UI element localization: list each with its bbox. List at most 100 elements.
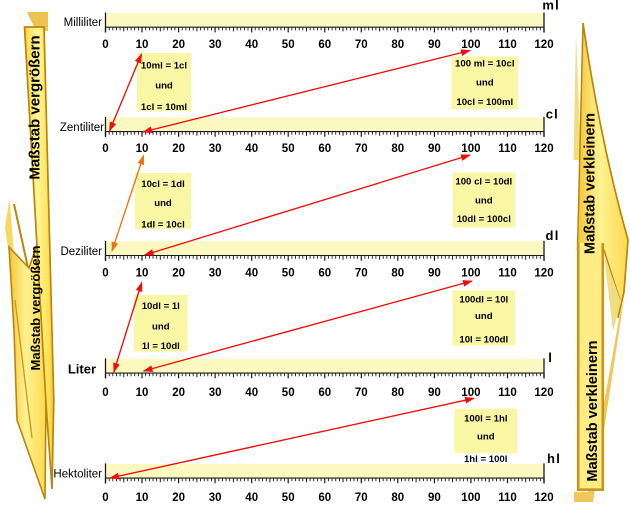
svg-text:und: und bbox=[475, 311, 493, 322]
svg-text:80: 80 bbox=[391, 268, 404, 280]
svg-text:10: 10 bbox=[136, 268, 149, 280]
svg-text:80: 80 bbox=[391, 39, 404, 51]
svg-text:1dl = 10cl: 1dl = 10cl bbox=[141, 220, 184, 231]
svg-text:120: 120 bbox=[534, 268, 553, 280]
svg-text:50: 50 bbox=[282, 268, 295, 280]
svg-text:70: 70 bbox=[355, 387, 368, 399]
svg-text:70: 70 bbox=[355, 143, 368, 155]
svg-text:und: und bbox=[476, 77, 494, 88]
svg-text:20: 20 bbox=[172, 143, 185, 155]
svg-text:10: 10 bbox=[136, 387, 149, 399]
svg-text:60: 60 bbox=[318, 143, 331, 155]
svg-text:30: 30 bbox=[209, 143, 222, 155]
svg-text:40: 40 bbox=[245, 143, 258, 155]
svg-text:120: 120 bbox=[534, 387, 553, 399]
svg-text:110: 110 bbox=[498, 268, 517, 280]
svg-text:1cl = 10ml: 1cl = 10ml bbox=[141, 102, 187, 113]
svg-text:0: 0 bbox=[102, 492, 108, 504]
svg-text:Zentiliter: Zentiliter bbox=[60, 122, 104, 134]
svg-text:60: 60 bbox=[318, 387, 331, 399]
svg-text:80: 80 bbox=[391, 143, 404, 155]
svg-text:90: 90 bbox=[428, 143, 441, 155]
svg-text:1hl = 100l: 1hl = 100l bbox=[464, 454, 507, 465]
svg-text:Maßstab vergrößern: Maßstab vergrößern bbox=[27, 35, 44, 179]
svg-text:40: 40 bbox=[245, 39, 258, 51]
svg-text:30: 30 bbox=[209, 492, 222, 504]
svg-text:30: 30 bbox=[209, 268, 222, 280]
svg-text:90: 90 bbox=[428, 39, 441, 51]
svg-text:90: 90 bbox=[428, 492, 441, 504]
svg-text:90: 90 bbox=[428, 268, 441, 280]
svg-text:Maßstab verkleinern: Maßstab verkleinern bbox=[583, 113, 599, 254]
svg-text:120: 120 bbox=[534, 143, 553, 155]
svg-text:100: 100 bbox=[461, 268, 480, 280]
svg-text:100l = 1hl: 100l = 1hl bbox=[464, 413, 507, 424]
svg-text:Liter: Liter bbox=[68, 361, 96, 376]
svg-text:Maßstab verkleinern: Maßstab verkleinern bbox=[585, 340, 601, 481]
svg-text:110: 110 bbox=[498, 387, 517, 399]
svg-text:0: 0 bbox=[102, 387, 108, 399]
svg-text:60: 60 bbox=[318, 268, 331, 280]
svg-text:10dl = 100cl: 10dl = 100cl bbox=[457, 214, 511, 225]
svg-text:10: 10 bbox=[136, 39, 149, 51]
svg-text:0: 0 bbox=[102, 143, 108, 155]
svg-text:60: 60 bbox=[318, 492, 331, 504]
svg-text:60: 60 bbox=[318, 39, 331, 51]
svg-text:50: 50 bbox=[282, 387, 295, 399]
svg-text:70: 70 bbox=[355, 268, 368, 280]
svg-text:100: 100 bbox=[461, 39, 480, 51]
svg-text:10dl = 1l: 10dl = 1l bbox=[142, 301, 180, 312]
svg-text:10cl = 100ml: 10cl = 100ml bbox=[456, 97, 513, 108]
svg-text:hl: hl bbox=[547, 451, 561, 466]
svg-text:50: 50 bbox=[282, 39, 295, 51]
svg-text:und: und bbox=[152, 322, 170, 333]
svg-text:l: l bbox=[548, 350, 553, 365]
svg-text:10l = 100dl: 10l = 100dl bbox=[459, 335, 508, 346]
svg-text:Maßstab vergrößern: Maßstab vergrößern bbox=[28, 245, 43, 370]
svg-text:40: 40 bbox=[245, 387, 258, 399]
svg-text:20: 20 bbox=[172, 39, 185, 51]
svg-text:70: 70 bbox=[355, 39, 368, 51]
svg-text:dl: dl bbox=[546, 228, 560, 243]
svg-text:cl: cl bbox=[546, 107, 559, 122]
svg-text:20: 20 bbox=[172, 492, 185, 504]
svg-text:0: 0 bbox=[102, 39, 108, 51]
svg-text:90: 90 bbox=[428, 387, 441, 399]
svg-text:Deziliter: Deziliter bbox=[60, 246, 102, 258]
svg-text:80: 80 bbox=[391, 387, 404, 399]
svg-text:110: 110 bbox=[498, 143, 517, 155]
svg-text:100 ml = 10cl: 100 ml = 10cl bbox=[455, 58, 514, 69]
svg-text:120: 120 bbox=[534, 492, 553, 504]
svg-text:ml: ml bbox=[542, 0, 560, 12]
svg-text:20: 20 bbox=[172, 268, 185, 280]
svg-text:50: 50 bbox=[282, 492, 295, 504]
svg-text:50: 50 bbox=[282, 143, 295, 155]
svg-text:und: und bbox=[155, 81, 173, 92]
svg-text:100: 100 bbox=[461, 492, 480, 504]
svg-text:30: 30 bbox=[209, 39, 222, 51]
svg-text:70: 70 bbox=[355, 492, 368, 504]
svg-text:1l = 10dl: 1l = 10dl bbox=[142, 341, 180, 352]
svg-text:0: 0 bbox=[102, 268, 108, 280]
svg-text:100: 100 bbox=[461, 143, 480, 155]
svg-text:10ml = 1cl: 10ml = 1cl bbox=[141, 60, 187, 71]
svg-text:110: 110 bbox=[498, 39, 517, 51]
svg-text:80: 80 bbox=[391, 492, 404, 504]
svg-text:und: und bbox=[475, 196, 493, 207]
svg-text:und: und bbox=[154, 198, 172, 209]
svg-text:Hektoliter: Hektoliter bbox=[53, 468, 102, 480]
svg-text:100 cl = 10dl: 100 cl = 10dl bbox=[455, 177, 512, 188]
svg-text:20: 20 bbox=[172, 387, 185, 399]
svg-text:Milliliter: Milliliter bbox=[64, 17, 103, 29]
svg-text:120: 120 bbox=[534, 39, 553, 51]
svg-text:10cl = 1dl: 10cl = 1dl bbox=[141, 179, 184, 190]
svg-text:10: 10 bbox=[136, 143, 149, 155]
svg-text:10: 10 bbox=[136, 492, 149, 504]
svg-text:100dl = 10l: 100dl = 10l bbox=[459, 295, 508, 306]
svg-text:40: 40 bbox=[245, 268, 258, 280]
svg-text:110: 110 bbox=[498, 492, 517, 504]
svg-text:100: 100 bbox=[461, 387, 480, 399]
svg-text:und: und bbox=[477, 432, 495, 443]
svg-text:40: 40 bbox=[245, 492, 258, 504]
svg-text:30: 30 bbox=[209, 387, 222, 399]
